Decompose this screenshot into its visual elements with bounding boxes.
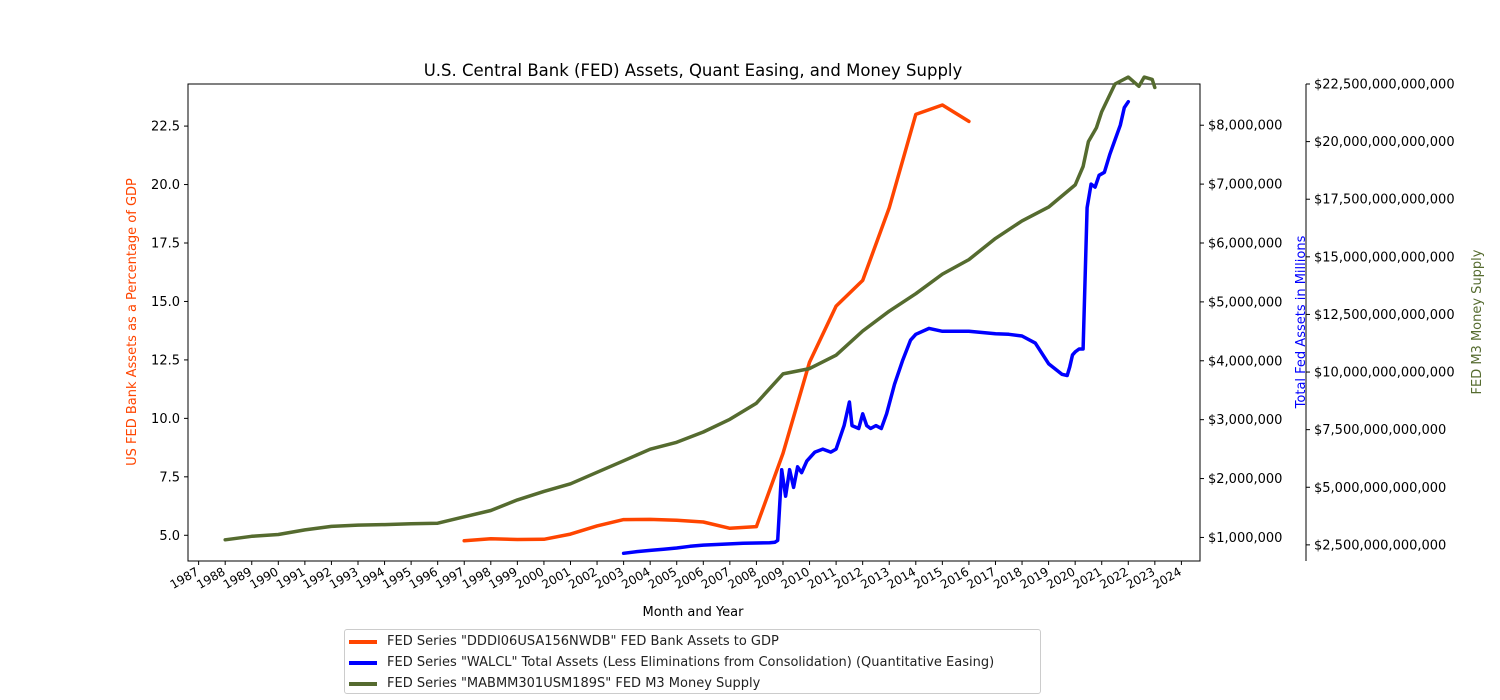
legend-label: FED Series "MABMM301USM189S" FED M3 Mone… [387, 676, 761, 691]
y-tick-label: $1,000,000 [1208, 531, 1282, 546]
y-tick-label: $3,000,000 [1208, 413, 1282, 428]
y-tick-label: 15.0 [151, 295, 180, 310]
chart-title: U.S. Central Bank (FED) Assets, Quant Ea… [424, 61, 963, 80]
y-tick-label: $22,500,000,000,000 [1314, 78, 1455, 93]
left-axis-label: US FED Bank Assets as a Percentage of GD… [125, 178, 140, 466]
y-tick-label: $7,500,000,000,000 [1314, 423, 1446, 438]
y-tick-label: $5,000,000 [1208, 295, 1282, 310]
y-tick-label: 20.0 [151, 178, 180, 193]
y-tick-label: $2,000,000 [1208, 472, 1282, 487]
legend-item: FED Series "WALCL" Total Assets (Less El… [345, 652, 1040, 673]
y-tick-label: $2,500,000,000,000 [1314, 538, 1446, 553]
y-tick-label: 5.0 [159, 529, 180, 544]
legend-swatch [349, 639, 377, 644]
y-tick-label: 22.5 [151, 120, 180, 135]
plot-frame [187, 83, 1201, 562]
y-tick-label: $6,000,000 [1208, 237, 1282, 252]
y-tick-label: $10,000,000,000,000 [1314, 366, 1455, 381]
x-axis-label: Month and Year [643, 605, 745, 620]
legend-label: FED Series "WALCL" Total Assets (Less El… [387, 655, 995, 670]
right-axis-total-assets-label: Total Fed Assets in Millions [1294, 235, 1309, 409]
y-tick-label: $20,000,000,000,000 [1314, 135, 1455, 150]
right-axis-m3: $2,500,000,000,000 $5,000,000,000,000 $7,5… [1305, 78, 1455, 561]
legend: FED Series "DDDI06USA156NWDB" FED Bank A… [344, 629, 1041, 694]
y-tick-label: $17,500,000,000,000 [1314, 193, 1455, 208]
y-tick-label: 7.5 [159, 470, 180, 485]
y-tick-label: $7,000,000 [1208, 178, 1282, 193]
legend-label: FED Series "DDDI06USA156NWDB" FED Bank A… [387, 634, 779, 649]
x-tick-label: 2024 [1150, 564, 1183, 591]
y-tick-label: $12,500,000,000,000 [1314, 308, 1455, 323]
left-axis: 5.0 7.5 10.0 12.5 15.0 17.5 20.0 22.5 [151, 120, 188, 544]
series-line-total-assets [621, 99, 1131, 556]
right-axis-m3-label: FED M3 Money Supply [1470, 249, 1485, 394]
legend-item: FED Series "MABMM301USM189S" FED M3 Mone… [345, 673, 1040, 694]
right-axis-total-assets: $1,000,000 $2,000,000 $3,000,000 $4,000,000… [1200, 119, 1282, 546]
series-line-m3-money-supply [223, 75, 1157, 542]
legend-swatch [349, 660, 377, 665]
x-axis: 1987198819891990199119921993199419951996… [168, 561, 1184, 592]
y-tick-label: $4,000,000 [1208, 354, 1282, 369]
legend-item: FED Series "DDDI06USA156NWDB" FED Bank A… [345, 631, 1040, 652]
y-tick-label: $15,000,000,000,000 [1314, 250, 1455, 265]
y-tick-label: 17.5 [151, 237, 180, 252]
y-tick-label: $8,000,000 [1208, 119, 1282, 134]
y-tick-label: 10.0 [151, 412, 180, 427]
y-tick-label: $5,000,000,000,000 [1314, 481, 1446, 496]
y-tick-label: 12.5 [151, 353, 180, 368]
series-layer [223, 75, 1157, 556]
series-line-assets-to-gdp [462, 103, 971, 543]
legend-swatch [349, 681, 377, 686]
